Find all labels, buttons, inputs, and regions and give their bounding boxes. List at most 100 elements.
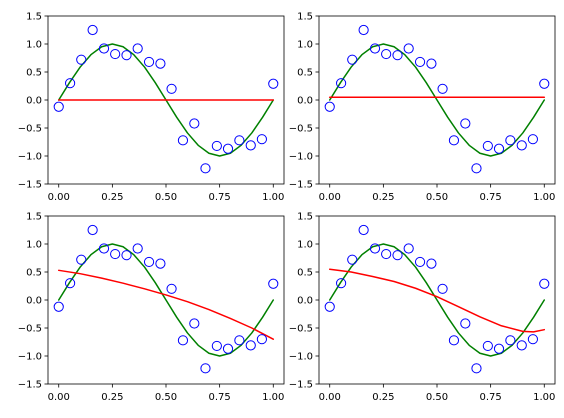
- data-point: [426, 58, 437, 69]
- data-point: [132, 243, 143, 254]
- data-point: [426, 258, 437, 269]
- data-point: [177, 135, 189, 146]
- x-tick-label: 0.00: [319, 392, 341, 403]
- x-tick-label: 1.00: [262, 192, 284, 203]
- data-point: [471, 163, 482, 174]
- y-tick-label: −1.5: [18, 180, 42, 191]
- data-point: [324, 101, 335, 112]
- x-tick-label: 1.00: [533, 192, 555, 203]
- data-point: [53, 101, 64, 112]
- data-point: [336, 278, 347, 289]
- y-tick-label: 0.0: [297, 296, 313, 307]
- data-point: [505, 335, 516, 346]
- data-point: [110, 248, 121, 260]
- y-tick-label: 0.0: [26, 96, 42, 107]
- y-tick-label: 1.5: [26, 12, 42, 23]
- data-point: [76, 54, 87, 65]
- data-point: [245, 340, 256, 351]
- data-point: [347, 54, 358, 65]
- data-point: [234, 335, 245, 346]
- x-tick-label: 0.25: [101, 192, 123, 203]
- x-tick-label: 0.50: [155, 192, 177, 203]
- y-tick-label: 1.0: [26, 240, 42, 251]
- x-tick-label: 0.50: [426, 192, 448, 203]
- subplot-2: 0.00 0.25 0.50 0.75 1.00 1.5 1.0 0.5 0.0 −0.5 −1.0…: [289, 12, 556, 204]
- data-point: [516, 140, 527, 151]
- plot-area: [53, 224, 279, 374]
- y-tick-label: 1.5: [26, 212, 42, 223]
- data-point: [336, 78, 347, 89]
- data-point: [189, 318, 200, 329]
- y-tick-label: −1.5: [18, 380, 42, 391]
- data-point: [268, 78, 279, 89]
- data-point: [245, 140, 256, 151]
- data-point: [222, 343, 234, 354]
- y-tick-label: 0.5: [297, 68, 313, 79]
- y-tick-label: 1.0: [297, 40, 313, 51]
- data-point: [437, 83, 448, 94]
- y-tick-label: −1.5: [289, 380, 313, 391]
- data-point: [505, 135, 516, 146]
- y-tick-label: −0.5: [18, 124, 42, 135]
- y-tick-label: −1.0: [18, 152, 42, 163]
- data-point: [403, 43, 414, 54]
- x-tick-label: 0.00: [48, 192, 70, 203]
- data-point: [211, 140, 222, 152]
- data-point: [200, 163, 211, 174]
- data-point: [87, 224, 98, 236]
- data-point: [482, 140, 493, 152]
- x-tick-label: 0.75: [209, 192, 231, 203]
- plot-area: [53, 24, 279, 174]
- data-point: [516, 340, 527, 351]
- y-tick-label: −0.5: [289, 324, 313, 335]
- data-point: [189, 118, 200, 129]
- data-point: [460, 118, 471, 129]
- x-tick-label: 0.25: [372, 192, 394, 203]
- data-point: [414, 56, 426, 68]
- subplot-4: 0.00 0.25 0.50 0.75 1.00 1.5 1.0 0.5 0.0 −0.5 −1.0…: [289, 212, 556, 404]
- data-point: [539, 278, 550, 289]
- data-point: [121, 50, 132, 61]
- data-point: [65, 278, 76, 289]
- x-tick-label: 0.25: [101, 392, 123, 403]
- y-tick-label: 1.0: [26, 40, 42, 51]
- data-point: [143, 56, 155, 68]
- x-tick-label: 1.00: [262, 392, 284, 403]
- true-curve-line: [57, 243, 275, 357]
- y-tick-label: −1.0: [289, 352, 313, 363]
- data-point: [324, 301, 335, 312]
- data-point: [132, 43, 143, 54]
- x-tick-label: 0.75: [480, 192, 502, 203]
- data-point: [76, 254, 87, 265]
- data-point: [527, 334, 539, 345]
- x-tick-label: 0.75: [480, 392, 502, 403]
- data-point: [166, 283, 177, 294]
- data-point: [98, 243, 110, 254]
- data-point: [155, 58, 166, 69]
- data-point: [211, 340, 222, 352]
- data-point: [347, 254, 358, 265]
- data-point: [98, 43, 110, 54]
- subplot-3: 0.00 0.25 0.50 0.75 1.00 1.5 1.0 0.5 0.0 −0.5 −1.0…: [18, 212, 285, 404]
- x-tick-label: 0.00: [319, 192, 341, 203]
- data-point: [392, 50, 403, 61]
- x-tick-label: 0.00: [48, 392, 70, 403]
- y-tick-label: 1.5: [297, 212, 313, 223]
- data-point: [65, 78, 76, 89]
- data-point: [381, 248, 392, 260]
- y-tick-label: 0.5: [297, 268, 313, 279]
- data-point: [527, 134, 539, 145]
- data-point: [110, 48, 121, 60]
- data-point: [414, 256, 426, 268]
- y-tick-label: 0.5: [26, 68, 42, 79]
- x-tick-label: 1.00: [533, 392, 555, 403]
- y-tick-label: −1.0: [18, 352, 42, 363]
- data-point: [460, 318, 471, 329]
- data-point: [222, 143, 234, 154]
- data-point: [256, 134, 267, 145]
- y-tick-label: −0.5: [289, 124, 313, 135]
- fitted-curve-line: [57, 269, 275, 340]
- x-tick-label: 0.25: [372, 392, 394, 403]
